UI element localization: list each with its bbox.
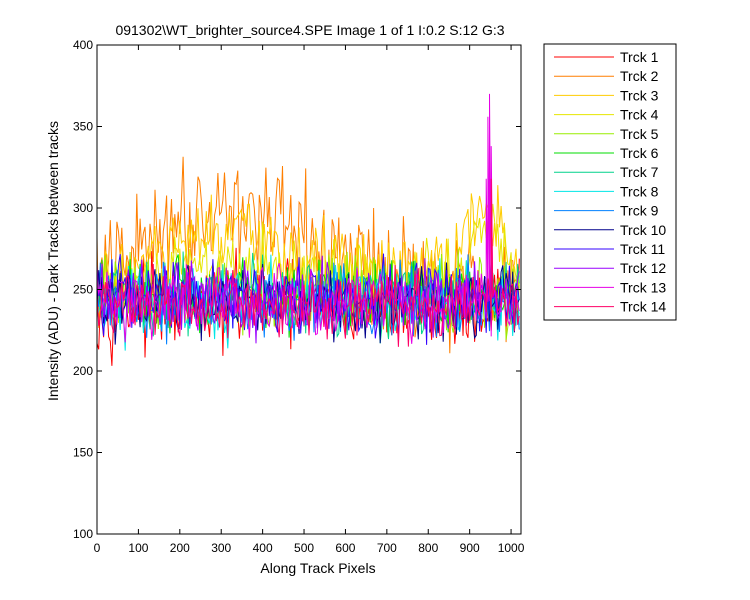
legend-label: Trck 10 xyxy=(620,222,666,238)
x-tick-label: 400 xyxy=(253,541,273,555)
x-tick-label: 1000 xyxy=(498,541,525,555)
legend-label: Trck 13 xyxy=(620,279,666,295)
legend-label: Trck 6 xyxy=(620,145,659,161)
legend-label: Trck 3 xyxy=(620,87,659,103)
y-tick-label: 200 xyxy=(73,364,93,378)
series-line-14 xyxy=(96,178,520,347)
y-axis-ticks: 100 150 200 250 300 350 400 xyxy=(73,38,521,541)
x-tick-label: 0 xyxy=(94,541,101,555)
legend-label: Trck 7 xyxy=(620,164,659,180)
y-tick-label: 300 xyxy=(73,201,93,215)
x-tick-label: 700 xyxy=(377,541,397,555)
x-axis-ticks: 0 100 200 300 400 500 600 700 800 900 1000 xyxy=(94,45,525,555)
y-tick-label: 400 xyxy=(73,38,93,52)
x-tick-label: 100 xyxy=(128,541,148,555)
legend-label: Trck 9 xyxy=(620,203,659,219)
x-axis-label: Along Track Pixels xyxy=(260,560,375,576)
series-line-13 xyxy=(96,93,520,344)
x-tick-label: 500 xyxy=(294,541,314,555)
x-tick-label: 300 xyxy=(211,541,231,555)
x-tick-label: 800 xyxy=(418,541,438,555)
legend-items: Trck 1 Trck 2 Trck 3 Trck 4 Trck 5 Trck 6 Trck… xyxy=(554,49,666,315)
legend-label: Trck 8 xyxy=(620,183,659,199)
legend-label: Trck 2 xyxy=(620,68,659,84)
x-tick-label: 200 xyxy=(170,541,190,555)
legend-label: Trck 11 xyxy=(620,241,665,257)
legend-box xyxy=(543,43,677,321)
legend-label: Trck 12 xyxy=(620,260,666,276)
plot-area: 0 100 200 300 400 500 600 700 800 900 1000 1001502… xyxy=(73,38,525,555)
series-layer xyxy=(96,93,520,366)
x-tick-label: 600 xyxy=(335,541,355,555)
y-tick-label: 150 xyxy=(73,446,93,460)
legend-label: Trck 1 xyxy=(620,49,659,65)
x-tick-label: 900 xyxy=(460,541,480,555)
chart-title: 091302\WT_brighter_source4.SPE Image 1 o… xyxy=(115,22,504,38)
y-tick-label: 350 xyxy=(73,120,93,134)
legend-label: Trck 4 xyxy=(620,107,659,123)
legend-label: Trck 5 xyxy=(620,126,659,142)
y-axis-label: Intensity (ADU) - Dark Tracks between tr… xyxy=(45,121,61,401)
legend-label: Trck 14 xyxy=(620,299,666,315)
y-tick-label: 100 xyxy=(73,527,93,541)
legend: Trck 1 Trck 2 Trck 3 Trck 4 Trck 5 Trck 6 Trck… xyxy=(543,43,677,321)
y-tick-label: 250 xyxy=(73,283,93,297)
